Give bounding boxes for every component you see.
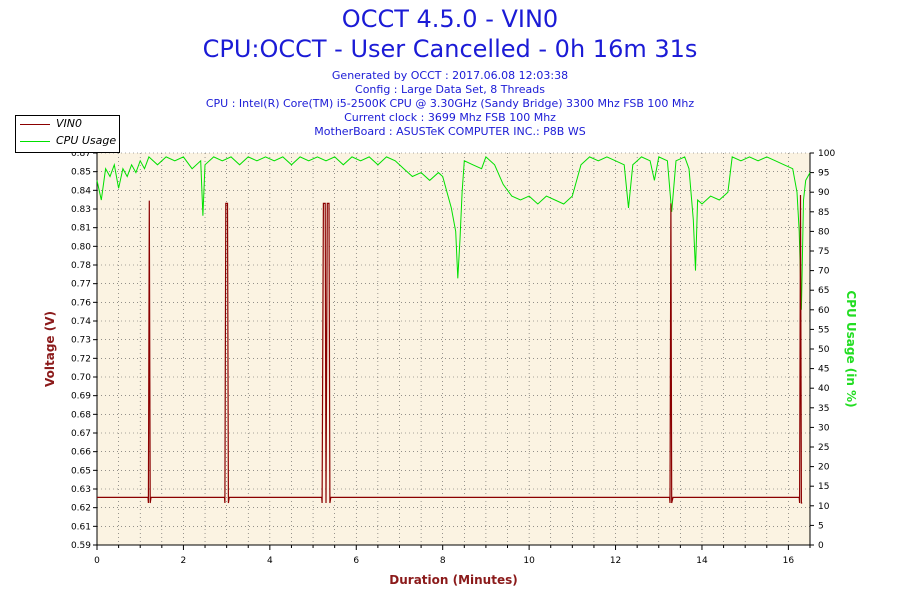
x-tick-label: 10: [523, 556, 535, 566]
x-tick-label: 12: [610, 556, 621, 566]
legend-swatch-vin0: [20, 124, 50, 125]
y-tick-label: 0.62: [71, 504, 91, 514]
x-tick-label: 6: [353, 556, 359, 566]
x-tick-label: 2: [181, 556, 187, 566]
y-tick-label: 0.77: [71, 280, 91, 290]
y2-tick-label: 45: [818, 365, 829, 375]
y-tick-label: 0.63: [71, 485, 91, 495]
y-tick-label: 0.59: [71, 541, 91, 551]
y-tick-label: 0.76: [71, 298, 91, 308]
chart-subtitle: CPU:OCCT - User Cancelled - 0h 16m 31s: [202, 35, 698, 63]
y2-tick-label: 30: [818, 423, 830, 433]
y-tick-label: 0.73: [71, 336, 91, 346]
x-tick-label: 8: [440, 556, 446, 566]
y-tick-label: 0.69: [71, 392, 91, 402]
y-tick-label: 0.87: [71, 149, 91, 159]
y2-tick-label: 0: [818, 541, 824, 551]
y-tick-label: 0.85: [71, 168, 91, 178]
y2-tick-label: 15: [818, 482, 829, 492]
legend-item-vin0: VIN0: [16, 117, 119, 133]
y2-tick-label: 25: [818, 443, 829, 453]
y-tick-label: 0.83: [71, 205, 91, 215]
y-tick-label: 0.72: [71, 354, 91, 364]
y2-tick-label: 35: [818, 404, 829, 414]
series-line-vin0: [97, 194, 803, 504]
y-tick-label: 0.80: [71, 242, 91, 252]
y2-tick-label: 100: [818, 149, 835, 159]
info-cpu: CPU : Intel(R) Core(TM) i5-2500K CPU @ 3…: [205, 97, 695, 110]
y-tick-label: 0.74: [71, 317, 91, 327]
y-axis-title: Voltage (V): [43, 311, 57, 387]
info-generated: Generated by OCCT : 2017.06.08 12:03:38: [331, 69, 569, 82]
y-tick-label: 0.67: [71, 429, 91, 439]
y-tick-label: 0.78: [71, 261, 91, 271]
x-tick-label: 4: [267, 556, 273, 566]
y2-tick-label: 85: [818, 208, 829, 218]
y2-tick-label: 50: [818, 345, 830, 355]
x-tick-label: 0: [94, 556, 100, 566]
plot-background: [97, 153, 810, 545]
y2-tick-label: 70: [818, 267, 830, 277]
y-tick-label: 0.70: [71, 373, 91, 383]
y2-tick-label: 80: [818, 227, 830, 237]
y2-tick-label: 95: [818, 169, 829, 179]
y2-tick-label: 20: [818, 463, 830, 473]
chart-title: OCCT 4.5.0 - VIN0: [341, 5, 559, 33]
y2-tick-label: 60: [818, 306, 830, 316]
legend: VIN0 CPU Usage: [15, 115, 120, 153]
y-tick-label: 0.84: [71, 186, 91, 196]
series-line-cpu-usage: [96, 156, 811, 310]
x-axis-title: Duration (Minutes): [389, 573, 517, 587]
info-motherboard: MotherBoard : ASUSTeK COMPUTER INC.: P8B…: [314, 125, 586, 138]
y2-tick-label: 40: [818, 384, 830, 394]
y-tick-label: 0.61: [71, 522, 91, 532]
y2-tick-label: 55: [818, 325, 829, 335]
y-tick-label: 0.81: [71, 224, 91, 234]
y-tick-label: 0.65: [71, 466, 91, 476]
legend-label-vin0: VIN0: [56, 117, 82, 130]
legend-label-cpu-usage: CPU Usage: [56, 134, 117, 147]
info-clock: Current clock : 3699 Mhz FSB 100 Mhz: [344, 111, 556, 124]
y2-tick-label: 10: [818, 502, 830, 512]
y2-tick-label: 90: [818, 188, 830, 198]
legend-swatch-cpu-usage: [20, 141, 50, 142]
info-config: Config : Large Data Set, 8 Threads: [355, 83, 545, 96]
y2-tick-label: 65: [818, 286, 829, 296]
y2-tick-label: 75: [818, 247, 829, 257]
x-tick-label: 16: [783, 556, 795, 566]
y2-axis-title: CPU Usage (in %): [844, 290, 858, 407]
y-tick-label: 0.66: [71, 448, 91, 458]
y-tick-label: 0.68: [71, 410, 91, 420]
legend-item-cpu-usage: CPU Usage: [16, 134, 119, 150]
y2-tick-label: 5: [818, 521, 824, 531]
x-tick-label: 14: [696, 556, 708, 566]
